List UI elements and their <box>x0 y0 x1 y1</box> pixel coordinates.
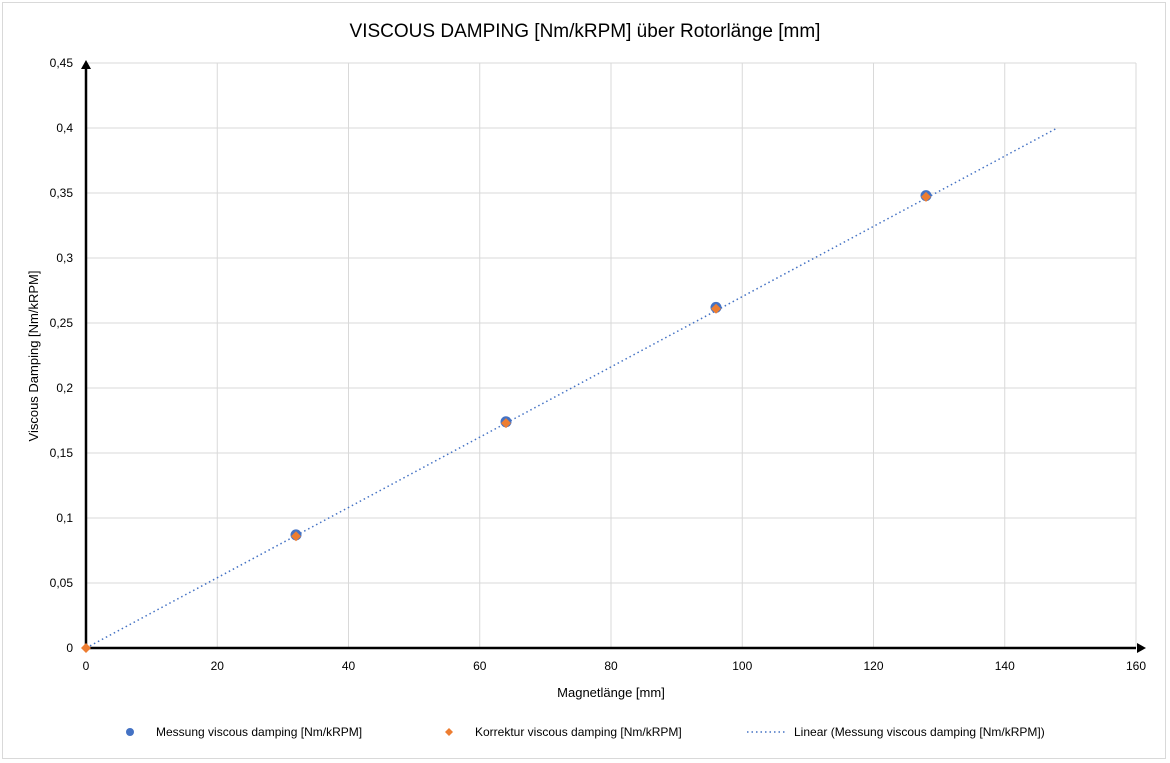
legend-circle-icon <box>126 728 134 736</box>
y-tick-label: 0,45 <box>50 56 74 70</box>
data-point-korrektur <box>501 418 511 429</box>
legend-diamond-icon <box>445 728 453 736</box>
x-tick-label: 160 <box>1126 659 1146 673</box>
y-tick-label: 0,05 <box>50 576 74 590</box>
x-tick-label: 80 <box>604 659 618 673</box>
data-point-korrektur <box>81 643 91 653</box>
y-tick-label: 0,3 <box>56 251 73 265</box>
x-tick-label: 40 <box>342 659 356 673</box>
x-tick-label: 100 <box>732 659 752 673</box>
legend-label: Korrektur viscous damping [Nm/kRPM] <box>475 725 682 739</box>
axes <box>81 60 1146 653</box>
x-tick-label: 140 <box>995 659 1015 673</box>
y-tick-label: 0,35 <box>50 186 74 200</box>
data-point-korrektur <box>291 531 301 542</box>
x-tick-label: 60 <box>473 659 487 673</box>
legend: Messung viscous damping [Nm/kRPM] Korrekt… <box>126 725 1045 739</box>
y-tick-label: 0,25 <box>50 316 74 330</box>
x-axis-arrow-icon <box>1137 643 1146 653</box>
x-axis-label: Magnetlänge [mm] <box>557 685 665 700</box>
legend-label: Linear (Messung viscous damping [Nm/kRPM… <box>794 725 1045 739</box>
y-tick-label: 0,2 <box>56 381 73 395</box>
tick-labels: 0 20 40 60 80 100 120 140 160 0 0,05 0,1 0,15 0,2 0,25… <box>50 56 1147 673</box>
trendline <box>85 127 1058 649</box>
y-axis-arrow-icon <box>81 60 91 69</box>
data-point-korrektur <box>711 303 721 314</box>
trendline-layer <box>85 127 1058 649</box>
y-axis-label: Viscous Damping [Nm/kRPM] <box>26 271 41 442</box>
x-tick-label: 120 <box>863 659 883 673</box>
y-tick-label: 0,4 <box>56 121 73 135</box>
gridlines <box>86 62 1137 648</box>
y-tick-label: 0,1 <box>56 511 73 525</box>
chart-title: VISCOUS DAMPING [Nm/kRPM] über Rotorläng… <box>350 21 821 42</box>
data-points <box>81 190 932 653</box>
x-tick-label: 0 <box>83 659 90 673</box>
legend-label: Messung viscous damping [Nm/kRPM] <box>156 725 362 739</box>
y-tick-label: 0 <box>66 641 73 655</box>
y-tick-label: 0,15 <box>50 446 74 460</box>
x-tick-label: 20 <box>211 659 225 673</box>
data-point-korrektur <box>921 191 931 202</box>
